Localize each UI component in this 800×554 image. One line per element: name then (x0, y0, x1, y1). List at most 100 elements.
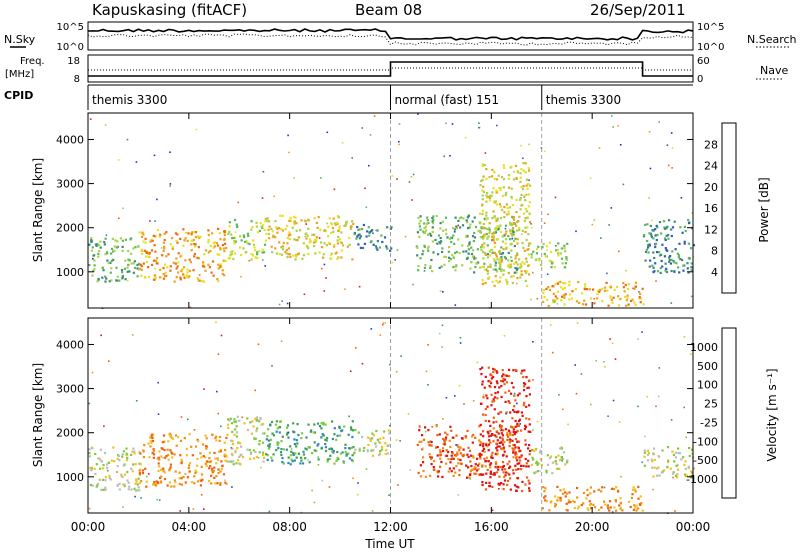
range-cell (489, 194, 492, 198)
range-cell (546, 454, 549, 457)
range-cell (610, 207, 613, 209)
range-cell (484, 252, 487, 255)
range-cell (194, 445, 198, 448)
range-cell (461, 264, 464, 267)
range-cell (439, 457, 442, 460)
range-cell (661, 449, 664, 452)
range-cell (242, 247, 245, 250)
range-cell (503, 216, 506, 219)
range-cell (293, 438, 296, 441)
range-cell (590, 403, 592, 406)
range-cell (231, 443, 235, 446)
range-cell (132, 247, 135, 250)
range-cell (553, 266, 556, 269)
range-cell (460, 216, 463, 219)
range-cell (507, 174, 511, 177)
range-cell (650, 236, 653, 239)
range-cell (499, 230, 502, 233)
range-cell (165, 455, 168, 458)
range-cell (568, 491, 571, 494)
range-cell (688, 454, 691, 457)
range-cell (506, 207, 509, 210)
range-cell (488, 435, 491, 438)
range-cell (582, 491, 585, 495)
range-cell (561, 457, 564, 461)
range-cell (444, 436, 448, 439)
range-cell (633, 301, 636, 304)
range-cell (498, 475, 501, 478)
range-cell (121, 455, 124, 458)
range-cell (514, 237, 517, 240)
range-cell (481, 204, 484, 207)
range-cell (669, 255, 672, 258)
range-cell (425, 430, 427, 433)
range-cell (652, 475, 655, 478)
range-cell (501, 252, 505, 255)
range-cell (509, 223, 512, 226)
range-cell (94, 472, 97, 476)
range-cell (230, 422, 234, 425)
range-cell (208, 451, 211, 454)
range-cell (329, 454, 332, 457)
range-cell (318, 237, 321, 239)
range-cell (662, 220, 666, 223)
range-cell (364, 187, 366, 190)
range-cell (131, 470, 134, 473)
range-cell (669, 262, 672, 265)
range-cell (635, 509, 638, 512)
range-cell (619, 297, 622, 301)
range-cell (689, 475, 692, 478)
range-cell (285, 252, 288, 255)
range-cell (557, 496, 560, 499)
range-cell (151, 451, 154, 455)
range-cell (259, 417, 262, 420)
range-cell (305, 448, 308, 451)
range-cell (244, 240, 247, 243)
range-cell (526, 284, 529, 287)
range-cell (207, 229, 210, 232)
range-cell (523, 369, 526, 372)
range-cell (641, 509, 644, 512)
range-cell (564, 282, 567, 285)
range-cell (268, 232, 271, 236)
range-cell (273, 195, 275, 198)
range-cell (378, 246, 381, 249)
range-cell (138, 472, 141, 475)
range-cell (491, 485, 494, 488)
range-cell (217, 412, 220, 415)
range-cell (430, 258, 433, 262)
range-cell (481, 279, 484, 282)
range-cell (479, 230, 482, 233)
range-cell (494, 264, 497, 267)
range-cell (501, 240, 505, 243)
range-cell (138, 231, 141, 234)
range-cell (109, 261, 112, 264)
range-cell (100, 334, 102, 337)
range-cell (487, 432, 490, 435)
range-cell (196, 464, 199, 467)
range-cell (658, 254, 661, 257)
range-cell (125, 459, 129, 462)
range-cell (149, 240, 152, 243)
range-cell (266, 458, 269, 461)
range-cell (448, 260, 451, 263)
range-cell (518, 228, 521, 232)
range-cell (483, 262, 486, 265)
range-cell (287, 253, 290, 256)
range-cell (156, 198, 158, 201)
range-cell (550, 250, 553, 254)
range-cell (486, 244, 489, 247)
range-cell (657, 395, 660, 398)
range-cell (224, 242, 227, 245)
range-cell (367, 443, 370, 447)
range-cell (528, 242, 531, 245)
range-cell (337, 216, 340, 219)
range-cell (687, 242, 690, 245)
range-cell (528, 221, 532, 224)
range-cell (519, 208, 522, 211)
range-cell (302, 462, 305, 465)
range-cell (658, 367, 661, 369)
range-cell (475, 469, 479, 472)
range-cell (292, 430, 295, 433)
range-cell (674, 474, 677, 477)
